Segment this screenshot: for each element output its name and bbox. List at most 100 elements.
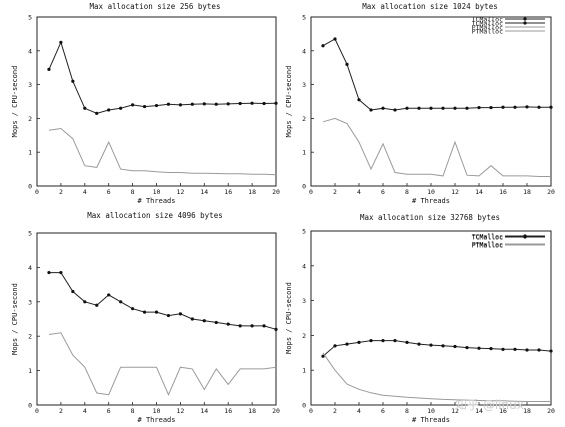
data-point-tcmalloc bbox=[190, 102, 194, 106]
data-point-tcmalloc bbox=[549, 349, 553, 353]
data-point-tcmalloc bbox=[405, 106, 409, 110]
y-tick-label: 2 bbox=[302, 332, 306, 340]
x-tick-label: 10 bbox=[427, 188, 435, 196]
x-tick-label: 12 bbox=[451, 407, 459, 415]
y-tick-label: 1 bbox=[302, 367, 306, 375]
x-tick-label: 4 bbox=[357, 407, 361, 415]
data-point-tcmalloc bbox=[214, 320, 218, 325]
data-point-tcmalloc bbox=[537, 105, 541, 109]
x-tick-label: 4 bbox=[83, 407, 87, 415]
data-point-tcmalloc bbox=[441, 344, 445, 348]
x-tick-label: 10 bbox=[427, 407, 435, 415]
data-point-tcmalloc bbox=[119, 300, 123, 304]
x-tick-label: 8 bbox=[405, 407, 409, 415]
data-point-tcmalloc bbox=[95, 303, 99, 307]
data-point-tcmalloc bbox=[154, 103, 159, 108]
data-point-tcmalloc bbox=[131, 307, 135, 311]
data-point-tcmalloc bbox=[262, 101, 266, 106]
legend-label: PTMalloc bbox=[472, 240, 503, 248]
data-point-tcmalloc bbox=[537, 348, 541, 352]
data-point-tcmalloc bbox=[107, 108, 111, 112]
data-point-tcmalloc bbox=[226, 102, 230, 106]
data-point-tcmalloc bbox=[321, 354, 325, 358]
data-point-tcmalloc bbox=[525, 348, 529, 352]
y-tick-label: 3 bbox=[28, 298, 32, 306]
legend-label: TCMalloc bbox=[472, 232, 503, 240]
x-tick-label: 4 bbox=[357, 188, 361, 196]
data-point-tcmalloc bbox=[369, 108, 373, 112]
x-tick-label: 18 bbox=[248, 407, 256, 415]
data-point-tcmalloc bbox=[477, 346, 481, 350]
data-point-tcmalloc bbox=[417, 106, 421, 110]
plot-frame bbox=[36, 232, 277, 406]
x-tick-label: 8 bbox=[131, 407, 135, 415]
x-tick-label: 0 bbox=[309, 407, 313, 415]
legend-marker bbox=[523, 21, 527, 25]
x-tick-label: 2 bbox=[59, 407, 63, 415]
legend-label: PTMalloc bbox=[472, 241, 503, 249]
data-point-tcmalloc bbox=[321, 44, 325, 48]
y-tick-label: 5 bbox=[302, 228, 306, 236]
x-tick-label: 0 bbox=[35, 407, 39, 415]
x-tick-label: 12 bbox=[176, 188, 184, 196]
x-tick-label: 14 bbox=[200, 407, 208, 415]
y-tick-label: 4 bbox=[28, 47, 32, 55]
x-tick-label: 18 bbox=[248, 188, 256, 196]
x-tick-label: 0 bbox=[309, 188, 313, 196]
x-tick-label: 18 bbox=[523, 407, 531, 415]
y-tick-label: 4 bbox=[302, 262, 306, 270]
data-point-tcmalloc bbox=[333, 37, 337, 41]
data-point-tcmalloc bbox=[501, 347, 505, 351]
data-point-tcmalloc bbox=[142, 310, 147, 314]
x-tick-label: 16 bbox=[224, 407, 232, 415]
series-line-ptmalloc bbox=[48, 332, 277, 396]
data-point-tcmalloc bbox=[166, 102, 171, 106]
legend-label: TCMalloc bbox=[472, 15, 503, 23]
data-point-tcmalloc bbox=[226, 322, 230, 326]
data-point-tcmalloc bbox=[525, 105, 529, 109]
chart-title: Max allocation size 1024 bytes bbox=[362, 2, 497, 11]
x-tick-label: 12 bbox=[451, 188, 459, 196]
y-tick-label: 3 bbox=[302, 81, 306, 89]
y-tick-label: 1 bbox=[302, 149, 306, 157]
x-tick-label: 14 bbox=[475, 188, 483, 196]
data-point-tcmalloc bbox=[202, 319, 206, 323]
series-line-tcmalloc bbox=[48, 40, 277, 114]
chart-title: Max allocation size 256 bytes bbox=[90, 2, 221, 11]
y-tick-label: 5 bbox=[28, 14, 32, 22]
data-point-tcmalloc bbox=[238, 324, 242, 328]
series-line-tcmalloc bbox=[322, 340, 552, 357]
x-tick-label: 8 bbox=[405, 188, 409, 196]
legend-label: PTMalloc bbox=[472, 23, 503, 31]
x-tick-label: 12 bbox=[176, 407, 184, 415]
data-point-tcmalloc bbox=[83, 300, 87, 304]
x-tick-label: 10 bbox=[153, 188, 161, 196]
plot-frame bbox=[36, 16, 277, 187]
data-point-tcmalloc bbox=[83, 106, 87, 110]
data-point-tcmalloc bbox=[429, 343, 433, 347]
chart-title: Max allocation size 4096 bytes bbox=[87, 211, 222, 220]
data-point-tcmalloc bbox=[429, 106, 433, 110]
legend-marker bbox=[523, 17, 527, 21]
data-point-tcmalloc bbox=[119, 106, 123, 110]
data-point-tcmalloc bbox=[47, 270, 51, 275]
x-tick-label: 6 bbox=[107, 407, 111, 415]
data-point-tcmalloc bbox=[345, 62, 349, 66]
legend-marker bbox=[523, 234, 527, 238]
x-axis-label: # Threads bbox=[412, 197, 450, 205]
data-point-tcmalloc bbox=[178, 103, 182, 107]
data-point-tcmalloc bbox=[453, 106, 457, 110]
x-tick-label: 6 bbox=[381, 407, 385, 415]
y-axis-label: Mops / CPU-second bbox=[285, 66, 293, 138]
y-tick-label: 0 bbox=[28, 402, 32, 410]
y-axis-label: Mops / CPU-second bbox=[285, 282, 293, 354]
x-tick-label: 16 bbox=[499, 188, 507, 196]
data-point-tcmalloc bbox=[441, 106, 445, 110]
y-tick-label: 0 bbox=[28, 183, 32, 191]
data-point-tcmalloc bbox=[262, 324, 266, 328]
data-point-tcmalloc bbox=[214, 102, 218, 106]
legend-label: PTMalloc bbox=[472, 27, 503, 35]
data-point-tcmalloc bbox=[154, 310, 159, 314]
